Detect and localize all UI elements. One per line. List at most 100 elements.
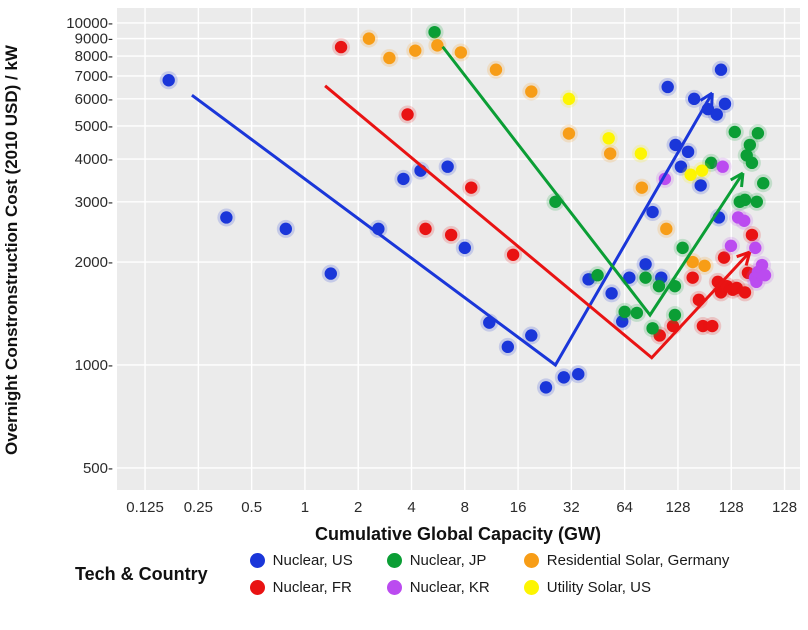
data-point [591,269,604,282]
x-tick-label: 64 [616,499,633,516]
y-tick-label: 3000- [75,194,113,211]
data-point [706,319,719,333]
legend-dot-icon [523,580,539,595]
data-point [162,74,175,87]
arrowhead [740,172,745,188]
legend-entry: Nuclear, KR [386,579,490,596]
legend-entry: Nuclear, US [249,552,353,569]
trend-line [324,84,751,360]
data-point [757,177,770,190]
data-point [710,108,723,121]
x-tick-label: 0.5 [241,499,262,516]
data-point [635,181,649,194]
trend-line [191,92,714,368]
arrowhead [710,92,714,108]
data-point [220,211,233,224]
data-point [745,228,759,242]
data-point [454,46,468,59]
data-point [525,85,538,98]
data-point [465,181,478,194]
y-tick-label: 9000- [75,31,113,48]
legend-dot-icon [249,580,265,595]
x-tick-label: 16 [510,499,527,516]
data-point [623,271,636,284]
x-axis-title: Cumulative Global Capacity (GW) [315,524,601,544]
y-tick-label: 1000- [75,357,113,374]
data-point [605,287,618,300]
data-point [684,168,697,181]
data-point [572,367,585,381]
data-point [669,138,682,152]
y-tick-label: 10000- [66,15,113,32]
x-tick-label: 0.125 [126,499,164,516]
data-point [695,164,709,177]
data-point [750,195,764,208]
y-tick-label: 5000- [75,118,113,135]
data-point [698,259,711,272]
x-tick-label: 8 [461,499,469,516]
data-point [674,160,688,173]
series-nuclear-us [159,60,734,397]
legend-entry-label: Utility Solar, US [546,579,651,596]
arrowhead [699,91,714,102]
data-point [602,132,615,145]
data-point [501,340,515,354]
data-point [696,319,710,333]
data-point [751,127,765,140]
data-point [458,241,471,255]
data-point [431,39,444,52]
data-point [718,97,732,111]
data-point [660,222,673,236]
data-point [562,92,576,106]
trend-arrow-nuclear-jp [441,45,745,318]
data-point [383,51,396,65]
data-point [652,279,666,293]
data-point [755,258,769,272]
data-point [676,241,689,255]
series-nuclear-fr [332,38,761,345]
series-nuclear-jp [425,23,773,338]
legend-title: Tech & Country [75,563,208,584]
data-point [717,251,731,264]
data-point [616,315,629,328]
legend-dot-icon [249,553,265,568]
y-axis-title: Overnight Constronstruction Cost (2010 U… [2,44,21,455]
data-point [646,205,659,219]
legend-entry: Nuclear, FR [249,579,353,596]
data-point [686,271,699,284]
data-point [728,125,741,139]
data-point [334,40,348,54]
data-point [750,275,763,289]
data-point [362,32,376,45]
data-point [639,271,652,284]
data-point [758,269,772,282]
scatter-plot: 500- 1000- 2000- 3000- 4000- 5000- 6000- 7000- 8… [2,8,800,544]
data-point [639,258,652,271]
legend-entry: Residential Solar, Germany [523,552,729,569]
trend-line [441,45,745,318]
data-point [738,286,752,299]
x-tick-labels: 0.125 0.25 0.5 1 2 4 8 16 32 64 128 128 128 [126,499,797,516]
data-point [562,127,576,140]
data-point [603,147,617,160]
data-point [324,267,337,280]
arrowhead [736,250,751,259]
legend-dot-icon [386,553,402,568]
data-point [749,241,762,255]
y-tick-label: 8000- [75,48,113,65]
data-point [557,371,571,384]
x-tick-label: 128 [719,499,744,516]
data-point [419,222,432,236]
x-tick-label: 128 [665,499,690,516]
data-point [681,145,695,159]
y-tick-label: 6000- [75,91,113,108]
x-tick-label: 32 [563,499,580,516]
data-point [687,92,701,106]
data-point [666,319,680,333]
data-point [661,80,674,94]
data-point [668,308,682,322]
legend-entries: Nuclear, US Nuclear, JP Residential Solar,… [249,552,729,596]
data-point [716,160,729,173]
data-point [618,305,631,319]
